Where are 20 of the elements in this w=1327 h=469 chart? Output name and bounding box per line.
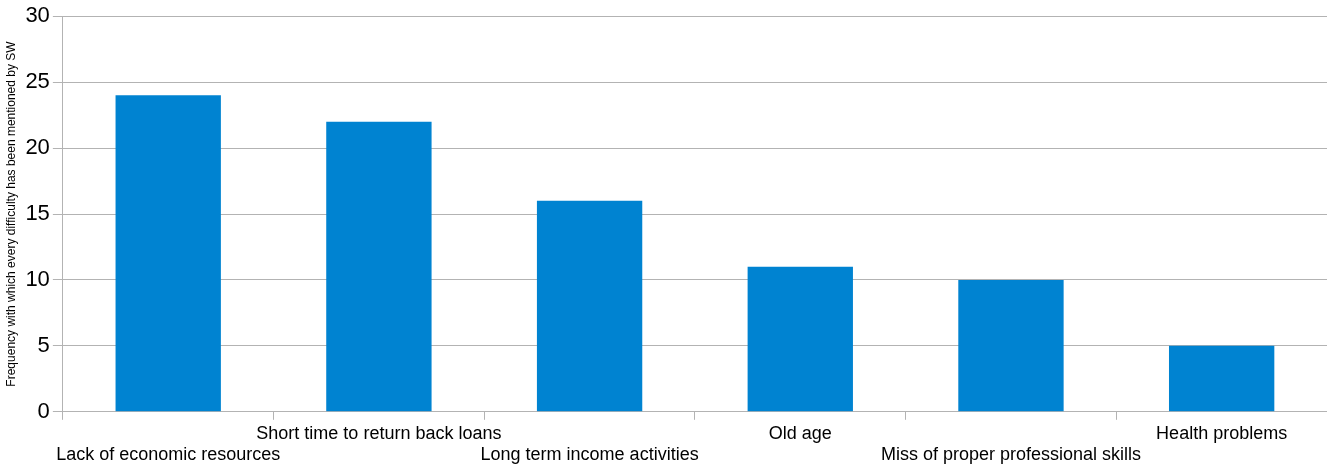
bar xyxy=(536,200,643,412)
y-tick-label: 5 xyxy=(37,331,50,357)
bar xyxy=(1168,345,1275,412)
y-tick-label: 30 xyxy=(25,2,50,28)
x-tick-label: Health problems xyxy=(1156,422,1288,443)
y-axis-title: Frequency with which every difficulty has been mentioned by SW xyxy=(3,40,18,387)
x-tick-label: Lack of economic resources xyxy=(56,444,281,465)
bar xyxy=(958,279,1064,412)
y-tick-label: 0 xyxy=(37,397,50,423)
x-tick-label: Long term income activities xyxy=(480,444,699,465)
y-tick-label: 10 xyxy=(25,266,50,291)
y-tick-label: 25 xyxy=(25,68,50,94)
bar xyxy=(747,266,853,412)
x-tick-label: Miss of proper professional skills xyxy=(880,444,1142,465)
y-tick-label: 20 xyxy=(25,134,50,160)
x-tick-label: Old age xyxy=(768,422,832,443)
y-tick-label: 15 xyxy=(25,200,50,226)
bar xyxy=(115,95,221,412)
x-tick-label: Short time to return back loans xyxy=(256,422,502,443)
bar xyxy=(326,121,432,412)
